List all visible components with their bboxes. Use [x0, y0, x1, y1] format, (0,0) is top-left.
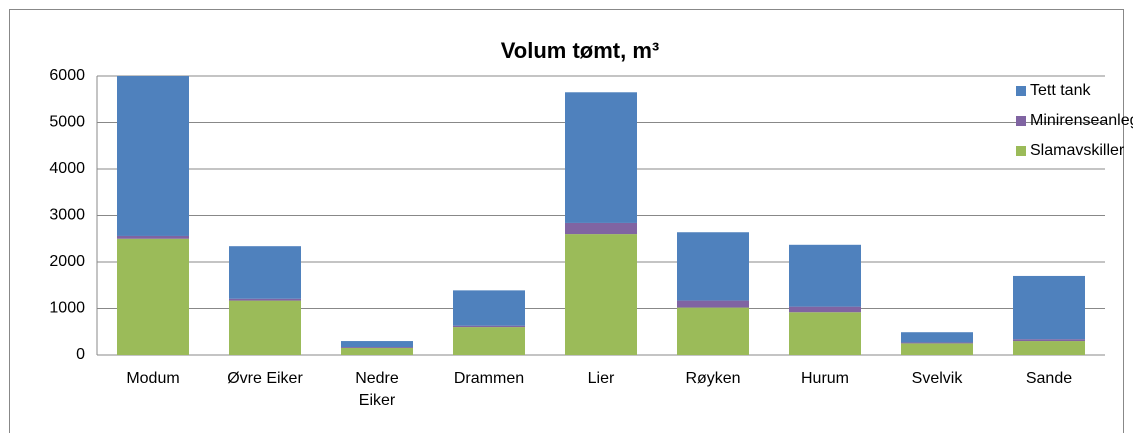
- x-tick-label: Øvre Eiker: [227, 370, 303, 387]
- bar-segment: [229, 300, 301, 355]
- bar-segment: [565, 234, 637, 355]
- legend-label: Slamavskiller: [1030, 142, 1125, 159]
- bar-segment: [901, 342, 973, 344]
- bar-segment: [229, 298, 301, 301]
- legend-swatch: [1016, 146, 1026, 156]
- bar-segment: [789, 312, 861, 355]
- bar-segment: [453, 325, 525, 328]
- bar-segment: [453, 327, 525, 355]
- bar-segment: [117, 235, 189, 239]
- y-tick-label: 1000: [49, 300, 85, 317]
- bar-segment: [789, 244, 861, 307]
- x-tick-label: Hurum: [801, 370, 849, 387]
- x-tick-label: Nedre Eiker: [355, 370, 399, 409]
- bar-segment: [341, 341, 413, 348]
- x-tick-label: Lier: [588, 370, 615, 387]
- legend-label: Minirenseanlegg: [1030, 112, 1133, 129]
- bar-segment: [117, 76, 189, 236]
- legend-swatch: [1016, 116, 1026, 126]
- y-tick-label: 0: [76, 346, 85, 363]
- x-tick-label: Svelvik: [912, 370, 964, 387]
- legend-swatch: [1016, 86, 1026, 96]
- bar-segment: [341, 347, 413, 349]
- legend-label: Tett tank: [1030, 82, 1091, 99]
- bar-segment: [1013, 339, 1085, 342]
- bar-segment: [677, 232, 749, 301]
- bar-segment: [1013, 341, 1085, 355]
- bar-segment: [789, 306, 861, 313]
- bar-segment: [117, 238, 189, 355]
- chart-title: Volum tømt, m³: [501, 38, 659, 63]
- bar-segment: [229, 246, 301, 299]
- bar-segment: [565, 222, 637, 235]
- x-tick-label: Drammen: [454, 370, 524, 387]
- x-tick-label: Modum: [126, 370, 179, 387]
- y-tick-label: 2000: [49, 253, 85, 270]
- y-tick-label: 6000: [49, 67, 85, 84]
- y-tick-label: 5000: [49, 114, 85, 131]
- bar-segment: [341, 348, 413, 355]
- bar-segment: [677, 300, 749, 308]
- x-tick-label: Sande: [1026, 370, 1072, 387]
- bar-segment: [901, 332, 973, 343]
- bar-segment: [565, 92, 637, 223]
- y-tick-label: 3000: [49, 207, 85, 224]
- bar-segment: [453, 290, 525, 326]
- bar-segment: [677, 307, 749, 355]
- y-tick-label: 4000: [49, 160, 85, 177]
- x-tick-label: Røyken: [685, 370, 740, 387]
- bar-segment: [901, 343, 973, 355]
- bar-segment: [1013, 275, 1085, 340]
